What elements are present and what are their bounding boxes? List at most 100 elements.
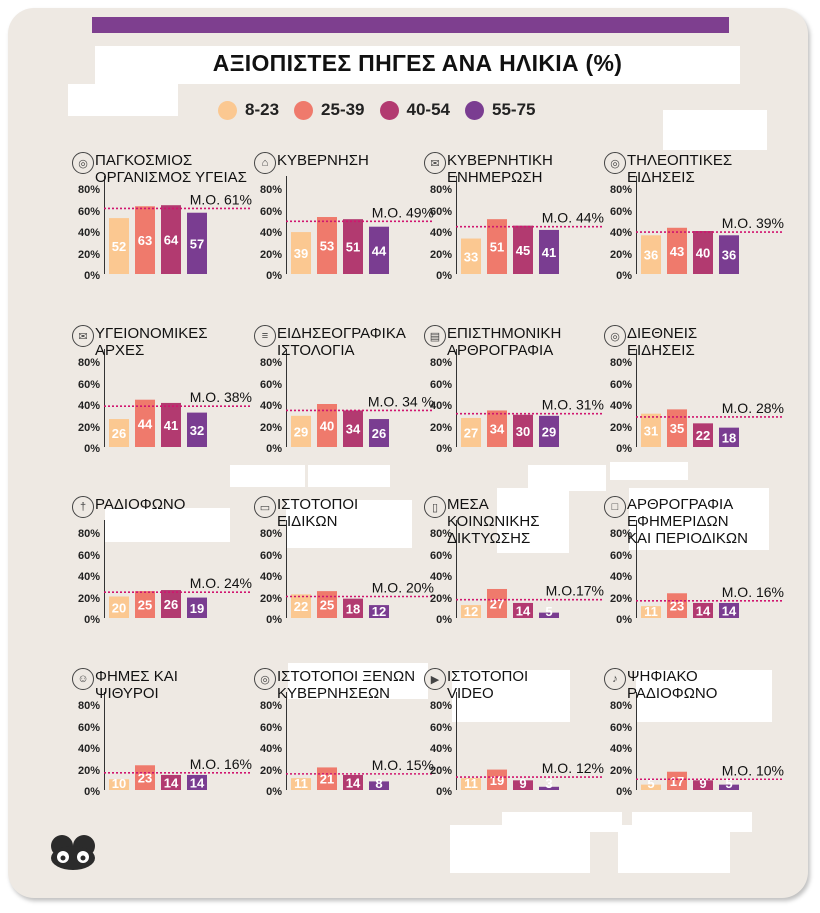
y-tick-label: 60% [429,549,452,562]
bar [487,769,507,790]
bar-value-label: 63 [138,233,152,248]
y-tick-label: 40% [259,400,282,412]
bar [641,606,661,618]
bar [693,780,713,790]
blank-box [308,465,390,487]
y-tick-label: 0% [616,443,632,455]
bar-chart: 29 40 34 26 Μ.Ο. 34 % [286,349,434,447]
panel-title: ΑΡΘΡΟΓΡΑΦΙΑ ΕΦΗΜΕΡΙΔΩΝ ΚΑΙ ΠΕΡΙΟΔΙΚΩΝ [627,496,748,547]
average-label: Μ.Ο. 44% [542,210,604,226]
bar [667,593,687,618]
y-tick-label: 40% [259,571,282,583]
y-tick-label: 0% [84,270,100,282]
bar [187,212,207,274]
bar-chart: 31 35 22 18 Μ.Ο. 28% [636,349,784,447]
chart-panel: ▶ ΙΣΤΟΤΟΠΟΙ VIDEO 80% 60% 40% 20% 0% 11 19 9 3 Μ.Ο.… [424,668,609,831]
y-tick-label: 20% [259,421,282,434]
bar [641,784,661,790]
bar [641,235,661,274]
bar [187,597,207,618]
bar [161,774,181,790]
bar-value-label: 41 [542,245,556,260]
y-tick-label: 0% [616,614,632,626]
legend-swatch [294,100,314,120]
panel-title: ΔΙΕΘΝΕΙΣ ΕΙΔΗΣΕΙΣ [627,325,698,359]
bar-value-label: 45 [516,243,530,258]
y-tick-label: 0% [436,443,452,455]
average-label: Μ.Ο. 38% [190,389,252,405]
people-icon: ☺ [72,668,94,690]
blank-box [528,465,606,491]
bar [461,778,481,790]
y-tick-label: 60% [609,721,632,734]
y-tick-label: 40% [429,743,452,755]
bar-value-label: 19 [190,601,204,616]
bar-chart: 12 27 14 5 Μ.Ο.17% [456,520,604,619]
bar-value-label: 40 [696,246,710,261]
bar-value-label: 14 [346,775,361,790]
bar-value-label: 3 [545,776,552,791]
average-label: Μ.Ο. 49% [372,204,434,220]
y-tick-label: 20% [259,764,282,777]
bar [693,602,713,618]
y-tick-label: 40% [77,400,100,412]
panel-title: ΙΣΤΟΤΟΠΟΙ VIDEO [447,668,529,702]
panel-title: ΕΠΙΣΤΗΜΟΝΙΚΗ ΑΡΘΡΟΓΡΑΦΙΑ [447,325,562,359]
y-tick-label: 60% [77,205,100,218]
bar [487,410,507,447]
bar-value-label: 26 [372,426,386,441]
bar-value-label: 17 [670,774,684,789]
bar-value-label: 23 [138,771,152,786]
y-tick-label: 80% [259,184,282,196]
bar [513,602,533,618]
y-tick-label: 80% [259,700,282,712]
chart-panel: ◎ ΤΗΛΕΟΠΤΙΚΕΣ ΕΙΔΗΣΕΙΣ 80% 60% 40% 20% 0% 36 43 4… [604,152,789,315]
bar-value-label: 11 [644,604,658,619]
bar [135,765,155,790]
y-tick-label: 60% [77,721,100,734]
y-tick-label: 80% [77,528,100,540]
bar [719,235,739,274]
bar-chart: 52 63 64 57 Μ.Ο. 61% [104,176,252,274]
bar [291,232,311,274]
bar-value-label: 29 [542,424,556,439]
y-tick-label: 60% [609,549,632,562]
envelope-icon: ✉ [72,325,94,347]
legend-item: 40-54 [379,100,450,120]
bar-value-label: 5 [725,776,732,791]
bar-value-label: 52 [112,239,126,254]
y-tick-label: 60% [609,378,632,391]
bar-value-label: 41 [164,418,178,433]
bar-chart: 22 25 18 12 Μ.Ο. 20% [286,520,434,619]
y-tick-label: 20% [429,592,452,605]
average-label: Μ.Ο. 28% [722,400,784,416]
bar-value-label: 25 [138,598,152,613]
chart-panel: ◎ ΙΣΤΟΤΟΠΟΙ ΞΕΝΩΝ ΚΥΒΕΡΝΗΣΕΩΝ 80% 60% 40% 20%… [254,668,439,831]
average-label: Μ.Ο. 34 % [368,393,434,409]
y-tick-label: 0% [84,614,100,626]
bar [461,417,481,447]
y-tick-label: 60% [259,378,282,391]
legend-label: 55-75 [492,100,536,119]
bar-value-label: 19 [490,773,504,788]
bar-value-label: 26 [164,597,178,612]
panel-title: ΙΣΤΟΤΟΠΟΙ ΕΙΔΙΚΩΝ [277,496,359,530]
y-tick-label: 60% [259,721,282,734]
bar-value-label: 36 [644,248,658,263]
bar-value-label: 9 [519,776,526,791]
bar-value-label: 29 [294,424,308,439]
bar [317,591,337,618]
average-label: Μ.Ο. 24% [190,575,252,591]
panel-title: ΚΥΒΕΡΝΗΣΗ [277,152,369,169]
bar-value-label: 53 [320,239,334,254]
panel-title: ΙΣΤΟΤΟΠΟΙ ΞΕΝΩΝ ΚΥΒΕΡΝΗΣΕΩΝ [277,668,416,702]
chart-panel: ◎ ΠΑΓΚΟΣΜΙΟΣ ΟΡΓΑΝΙΣΜΟΣ ΥΓΕΙΑΣ 80% 60% 40% 20… [72,152,257,315]
bar [513,225,533,274]
bar [539,786,559,790]
bar-value-label: 18 [346,601,360,616]
globe-icon: ◎ [604,325,626,347]
bar [187,412,207,447]
bar [161,402,181,447]
panel-title: ΤΗΛΕΟΠΤΙΚΕΣ ΕΙΔΗΣΕΙΣ [627,152,733,186]
bar [667,227,687,274]
